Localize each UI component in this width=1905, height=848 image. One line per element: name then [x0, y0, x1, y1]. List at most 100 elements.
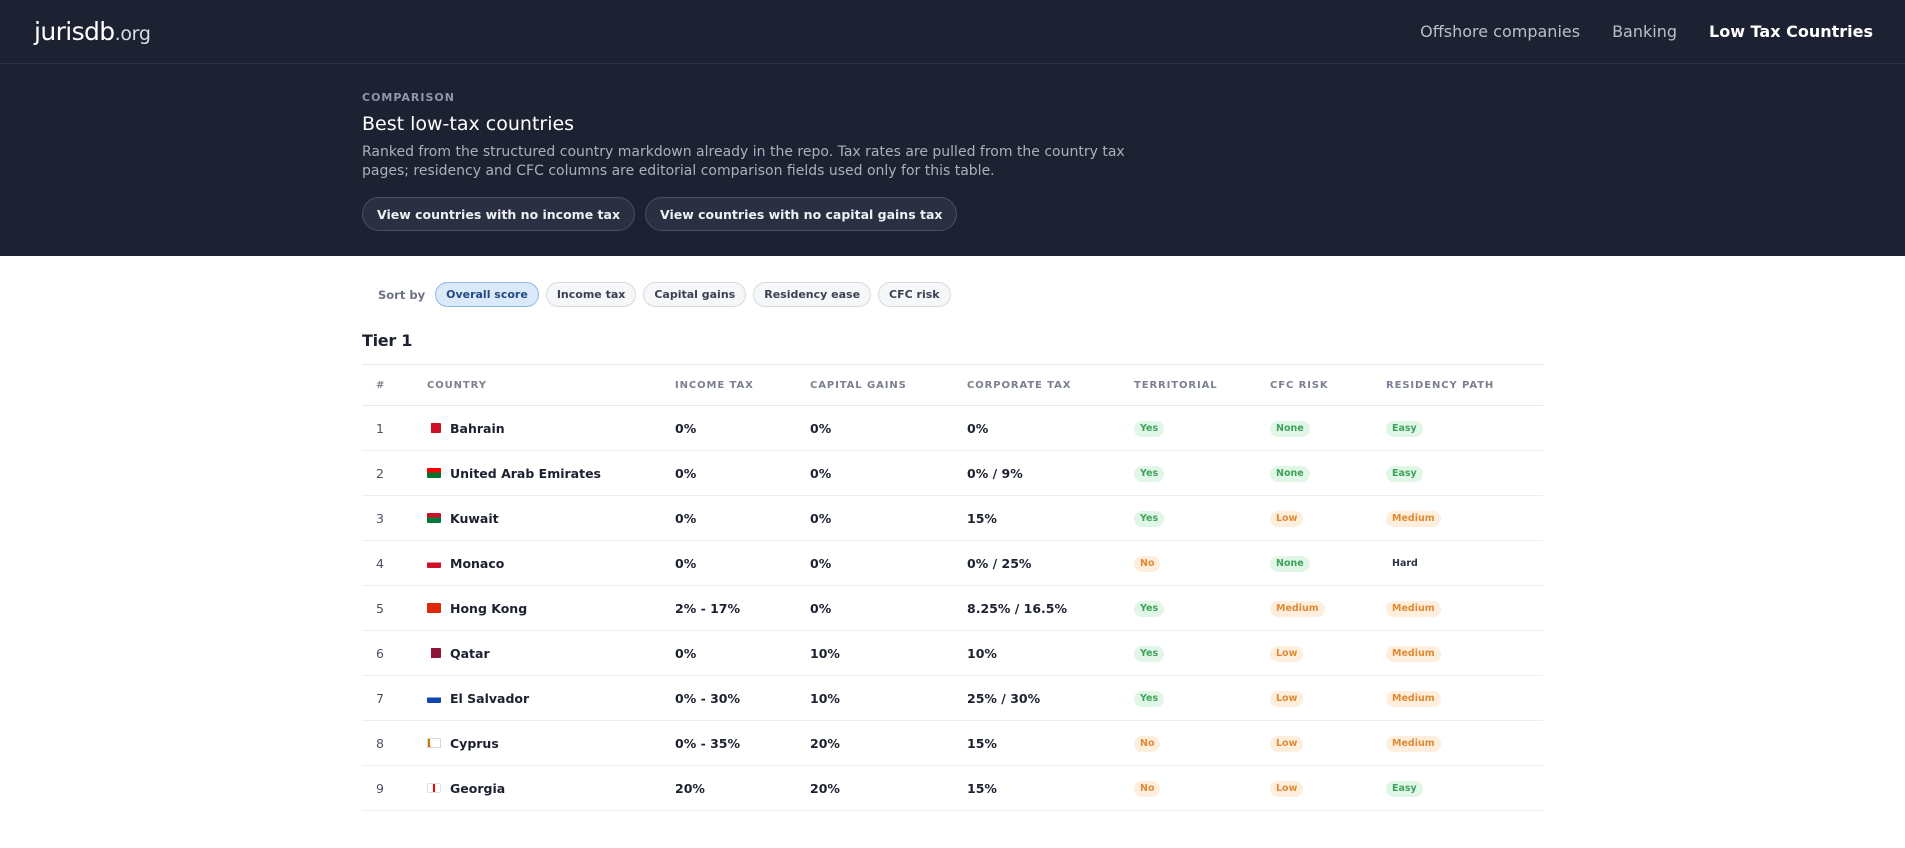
countries-table: # COUNTRY INCOME TAX CAPITAL GAINS CORPO…: [362, 364, 1543, 811]
rank-cell: 9: [362, 765, 427, 811]
cfc-risk-cell: Low: [1270, 630, 1386, 676]
table-row[interactable]: 4 Monaco 0% 0% 0% / 25% No None Hard: [362, 540, 1543, 586]
country-name-wrap: Bahrain: [427, 421, 675, 436]
income-tax-cell: 0%: [675, 450, 810, 496]
table-row[interactable]: 8 Cyprus 0% - 35% 20% 15% No Low Medium: [362, 720, 1543, 766]
income-tax-cell: 0%: [675, 405, 810, 451]
country-name[interactable]: Kuwait: [450, 510, 499, 526]
table-row[interactable]: 7 El Salvador 0% - 30% 10% 25% / 30% Yes…: [362, 675, 1543, 721]
header-rank: #: [362, 364, 427, 406]
nav-link-low-tax-countries[interactable]: Low Tax Countries: [1709, 22, 1873, 41]
country-name[interactable]: United Arab Emirates: [450, 465, 602, 481]
cfc-risk-cell: Low: [1270, 675, 1386, 721]
residency-path-cell: Medium: [1386, 720, 1543, 766]
table-row[interactable]: 9 Georgia 20% 20% 15% No Low Easy: [362, 765, 1543, 811]
territorial-badge: Yes: [1134, 691, 1165, 707]
capital-gains-cell: 0%: [810, 585, 967, 631]
sort-chip-cfc-risk[interactable]: CFC risk: [878, 282, 951, 307]
rank-cell: 1: [362, 405, 427, 451]
cfc-risk-cell: Low: [1270, 765, 1386, 811]
sort-chip-income-tax[interactable]: Income tax: [545, 282, 637, 307]
territorial-badge: Yes: [1134, 646, 1165, 662]
hero-section: COMPARISON Best low-tax countries Ranked…: [0, 64, 1905, 256]
logo-main-text: jurisdb: [34, 17, 115, 46]
territorial-cell: Yes: [1134, 585, 1270, 631]
country-cell[interactable]: Cyprus: [427, 720, 675, 766]
header-residency-path: RESIDENCY PATH: [1386, 364, 1543, 406]
country-name-wrap: United Arab Emirates: [427, 466, 675, 481]
hero-eyebrow: COMPARISON: [362, 91, 455, 104]
country-name[interactable]: Hong Kong: [450, 600, 528, 616]
header-corporate-tax: CORPORATE TAX: [967, 364, 1134, 406]
country-cell[interactable]: Kuwait: [427, 495, 675, 541]
page-title: Best low-tax countries: [362, 113, 575, 135]
territorial-badge: No: [1134, 781, 1161, 797]
country-cell[interactable]: Hong Kong: [427, 585, 675, 631]
table-row[interactable]: 2 United Arab Emirates 0% 0% 0% / 9% Yes…: [362, 450, 1543, 496]
table-row[interactable]: 6 Qatar 0% 10% 10% Yes Low Medium: [362, 630, 1543, 676]
header-capital-gains: CAPITAL GAINS: [810, 364, 967, 406]
sort-chip-residency-ease[interactable]: Residency ease: [753, 282, 872, 307]
cfc-risk-badge: None: [1270, 556, 1310, 572]
income-tax-cell: 0% - 30%: [675, 675, 810, 721]
territorial-badge: Yes: [1134, 466, 1165, 482]
table-row[interactable]: 5 Hong Kong 2% - 17% 0% 8.25% / 16.5% Ye…: [362, 585, 1543, 631]
country-cell[interactable]: El Salvador: [427, 675, 675, 721]
capital-gains-cell: 10%: [810, 630, 967, 676]
residency-path-badge: Medium: [1386, 736, 1441, 752]
country-name[interactable]: Bahrain: [450, 420, 505, 436]
territorial-badge: Yes: [1134, 601, 1165, 617]
country-cell[interactable]: United Arab Emirates: [427, 450, 675, 496]
cfc-risk-badge: Low: [1270, 511, 1304, 527]
country-cell[interactable]: Qatar: [427, 630, 675, 676]
rank-cell: 2: [362, 450, 427, 496]
sort-chip-capital-gains[interactable]: Capital gains: [643, 282, 747, 307]
territorial-badge: No: [1134, 556, 1161, 572]
rank-cell: 3: [362, 495, 427, 541]
country-name[interactable]: Cyprus: [450, 735, 499, 751]
capital-gains-cell: 0%: [810, 540, 967, 586]
income-tax-cell: 2% - 17%: [675, 585, 810, 631]
table-row[interactable]: 1 Bahrain 0% 0% 0% Yes None Easy: [362, 405, 1543, 451]
site-logo[interactable]: jurisdb.org: [34, 17, 151, 46]
country-flag-icon: [427, 738, 441, 748]
territorial-cell: No: [1134, 540, 1270, 586]
corporate-tax-cell: 0% / 9%: [967, 450, 1134, 496]
capital-gains-cell: 0%: [810, 450, 967, 496]
country-name-wrap: Qatar: [427, 646, 675, 661]
territorial-cell: No: [1134, 720, 1270, 766]
sort-bar: Sort by Overall score Income tax Capital…: [378, 282, 1905, 307]
corporate-tax-cell: 15%: [967, 495, 1134, 541]
corporate-tax-cell: 8.25% / 16.5%: [967, 585, 1134, 631]
country-name-wrap: Kuwait: [427, 511, 675, 526]
residency-path-badge: Hard: [1392, 558, 1418, 569]
cfc-risk-badge: Low: [1270, 781, 1304, 797]
corporate-tax-cell: 0%: [967, 405, 1134, 451]
hero-button-group: View countries with no income tax View c…: [362, 197, 1905, 231]
income-tax-cell: 0%: [675, 630, 810, 676]
territorial-cell: Yes: [1134, 450, 1270, 496]
nav-link-banking[interactable]: Banking: [1612, 22, 1677, 41]
capital-gains-cell: 20%: [810, 720, 967, 766]
country-name[interactable]: Monaco: [450, 555, 505, 571]
no-capital-gains-tax-button[interactable]: View countries with no capital gains tax: [645, 197, 958, 231]
country-name[interactable]: Qatar: [450, 645, 490, 661]
country-cell[interactable]: Bahrain: [427, 405, 675, 451]
sort-chip-overall-score[interactable]: Overall score: [435, 282, 539, 307]
header-country: COUNTRY: [427, 364, 675, 406]
no-income-tax-button[interactable]: View countries with no income tax: [362, 197, 636, 231]
territorial-cell: Yes: [1134, 495, 1270, 541]
header-cfc-risk: CFC RISK: [1270, 364, 1386, 406]
country-cell[interactable]: Georgia: [427, 765, 675, 811]
territorial-badge: Yes: [1134, 511, 1165, 527]
page-description: Ranked from the structured country markd…: [362, 144, 1125, 179]
country-name[interactable]: El Salvador: [450, 690, 530, 706]
country-cell[interactable]: Monaco: [427, 540, 675, 586]
table-row[interactable]: 3 Kuwait 0% 0% 15% Yes Low Medium: [362, 495, 1543, 541]
residency-path-cell: Easy: [1386, 450, 1543, 496]
header-territorial: TERRITORIAL: [1134, 364, 1270, 406]
country-name[interactable]: Georgia: [450, 780, 506, 796]
cfc-risk-badge: Low: [1270, 736, 1304, 752]
nav-link-offshore-companies[interactable]: Offshore companies: [1420, 22, 1581, 41]
main-nav: Offshore companies Banking Low Tax Count…: [1420, 22, 1873, 41]
